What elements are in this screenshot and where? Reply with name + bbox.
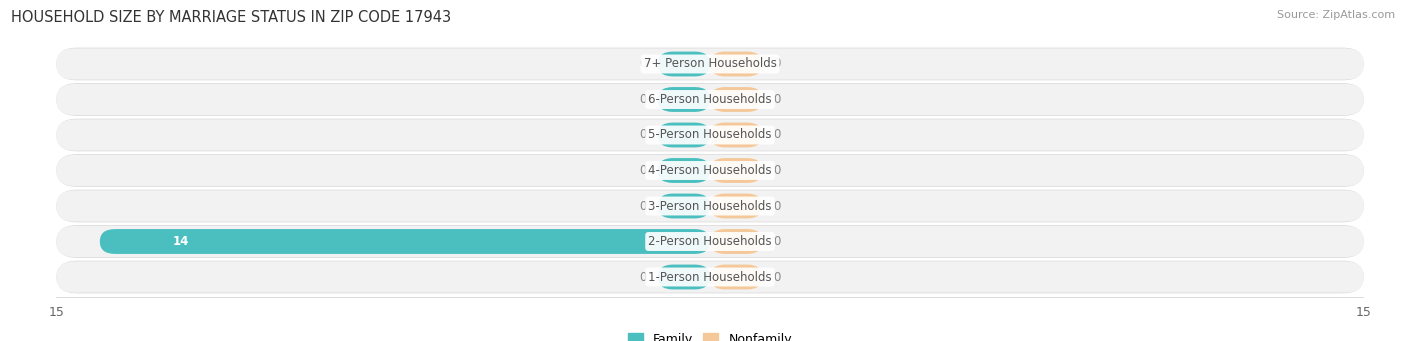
FancyBboxPatch shape: [100, 229, 710, 254]
Text: 7+ Person Households: 7+ Person Households: [644, 58, 776, 71]
FancyBboxPatch shape: [56, 225, 1364, 258]
Text: 0: 0: [773, 235, 780, 248]
FancyBboxPatch shape: [658, 194, 710, 219]
Text: 0: 0: [773, 164, 780, 177]
FancyBboxPatch shape: [56, 262, 1364, 293]
FancyBboxPatch shape: [710, 194, 762, 219]
FancyBboxPatch shape: [56, 190, 1364, 222]
Text: 0: 0: [640, 164, 647, 177]
Text: 2-Person Households: 2-Person Households: [648, 235, 772, 248]
Text: 4-Person Households: 4-Person Households: [648, 164, 772, 177]
Text: 6-Person Households: 6-Person Households: [648, 93, 772, 106]
Text: HOUSEHOLD SIZE BY MARRIAGE STATUS IN ZIP CODE 17943: HOUSEHOLD SIZE BY MARRIAGE STATUS IN ZIP…: [11, 10, 451, 25]
Text: 0: 0: [773, 129, 780, 142]
Text: 0: 0: [773, 199, 780, 212]
FancyBboxPatch shape: [658, 87, 710, 112]
FancyBboxPatch shape: [56, 190, 1364, 222]
Text: 0: 0: [773, 270, 780, 283]
FancyBboxPatch shape: [710, 158, 762, 183]
FancyBboxPatch shape: [56, 226, 1364, 257]
FancyBboxPatch shape: [710, 265, 762, 290]
FancyBboxPatch shape: [56, 261, 1364, 293]
FancyBboxPatch shape: [710, 87, 762, 112]
Text: 3-Person Households: 3-Person Households: [648, 199, 772, 212]
FancyBboxPatch shape: [658, 122, 710, 147]
Text: 0: 0: [640, 58, 647, 71]
FancyBboxPatch shape: [56, 48, 1364, 80]
Text: 14: 14: [173, 235, 190, 248]
FancyBboxPatch shape: [56, 154, 1364, 187]
FancyBboxPatch shape: [658, 265, 710, 290]
FancyBboxPatch shape: [56, 119, 1364, 151]
FancyBboxPatch shape: [56, 83, 1364, 116]
FancyBboxPatch shape: [56, 155, 1364, 186]
Text: Source: ZipAtlas.com: Source: ZipAtlas.com: [1277, 10, 1395, 20]
FancyBboxPatch shape: [56, 84, 1364, 115]
Legend: Family, Nonfamily: Family, Nonfamily: [623, 328, 797, 341]
Text: 0: 0: [773, 58, 780, 71]
Text: 0: 0: [640, 93, 647, 106]
Text: 0: 0: [640, 129, 647, 142]
Text: 1-Person Households: 1-Person Households: [648, 270, 772, 283]
FancyBboxPatch shape: [710, 51, 762, 76]
FancyBboxPatch shape: [658, 51, 710, 76]
Text: 0: 0: [773, 93, 780, 106]
FancyBboxPatch shape: [710, 122, 762, 147]
Text: 5-Person Households: 5-Person Households: [648, 129, 772, 142]
FancyBboxPatch shape: [56, 48, 1364, 79]
FancyBboxPatch shape: [710, 229, 762, 254]
FancyBboxPatch shape: [56, 119, 1364, 151]
Text: 0: 0: [640, 270, 647, 283]
FancyBboxPatch shape: [658, 158, 710, 183]
Text: 0: 0: [640, 199, 647, 212]
